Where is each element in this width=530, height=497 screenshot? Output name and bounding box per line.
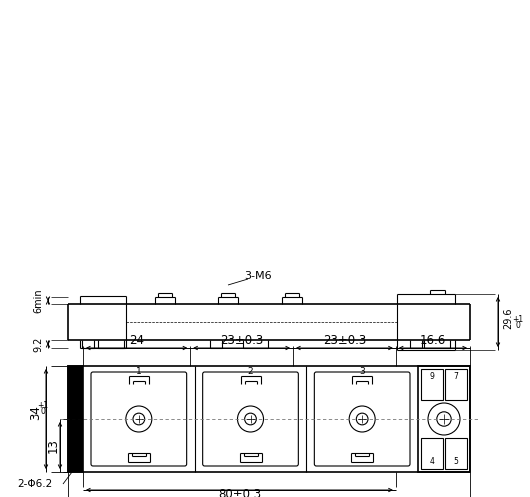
- Text: 1: 1: [136, 366, 142, 376]
- Text: 24: 24: [129, 333, 144, 346]
- Text: 5: 5: [454, 457, 458, 466]
- Text: 34: 34: [30, 406, 42, 420]
- Text: 29.6: 29.6: [503, 307, 513, 329]
- Text: 80±0.3: 80±0.3: [218, 489, 261, 497]
- Text: +1: +1: [513, 315, 524, 324]
- Bar: [445, 369, 467, 400]
- Text: 2-Φ6.2: 2-Φ6.2: [17, 479, 53, 489]
- Text: +1: +1: [38, 401, 49, 410]
- Text: 6min: 6min: [33, 288, 43, 313]
- Bar: [445, 438, 467, 469]
- Text: 0: 0: [41, 407, 46, 415]
- Text: 9.2: 9.2: [33, 336, 43, 352]
- Text: 3: 3: [359, 366, 365, 376]
- Bar: [68, 366, 470, 472]
- Text: 2: 2: [248, 366, 253, 376]
- Text: 9: 9: [429, 372, 435, 381]
- Bar: [68, 366, 83, 472]
- Bar: [418, 366, 470, 472]
- Text: 4: 4: [429, 457, 435, 466]
- Bar: [421, 369, 443, 400]
- Text: 3-M6: 3-M6: [244, 271, 272, 281]
- Text: 13: 13: [47, 438, 59, 453]
- Text: 0: 0: [516, 321, 520, 330]
- Text: 23±0.3: 23±0.3: [220, 333, 263, 346]
- Bar: [421, 438, 443, 469]
- Text: 7: 7: [454, 372, 458, 381]
- Text: 16.6: 16.6: [420, 333, 446, 346]
- Text: 23±0.3: 23±0.3: [323, 333, 366, 346]
